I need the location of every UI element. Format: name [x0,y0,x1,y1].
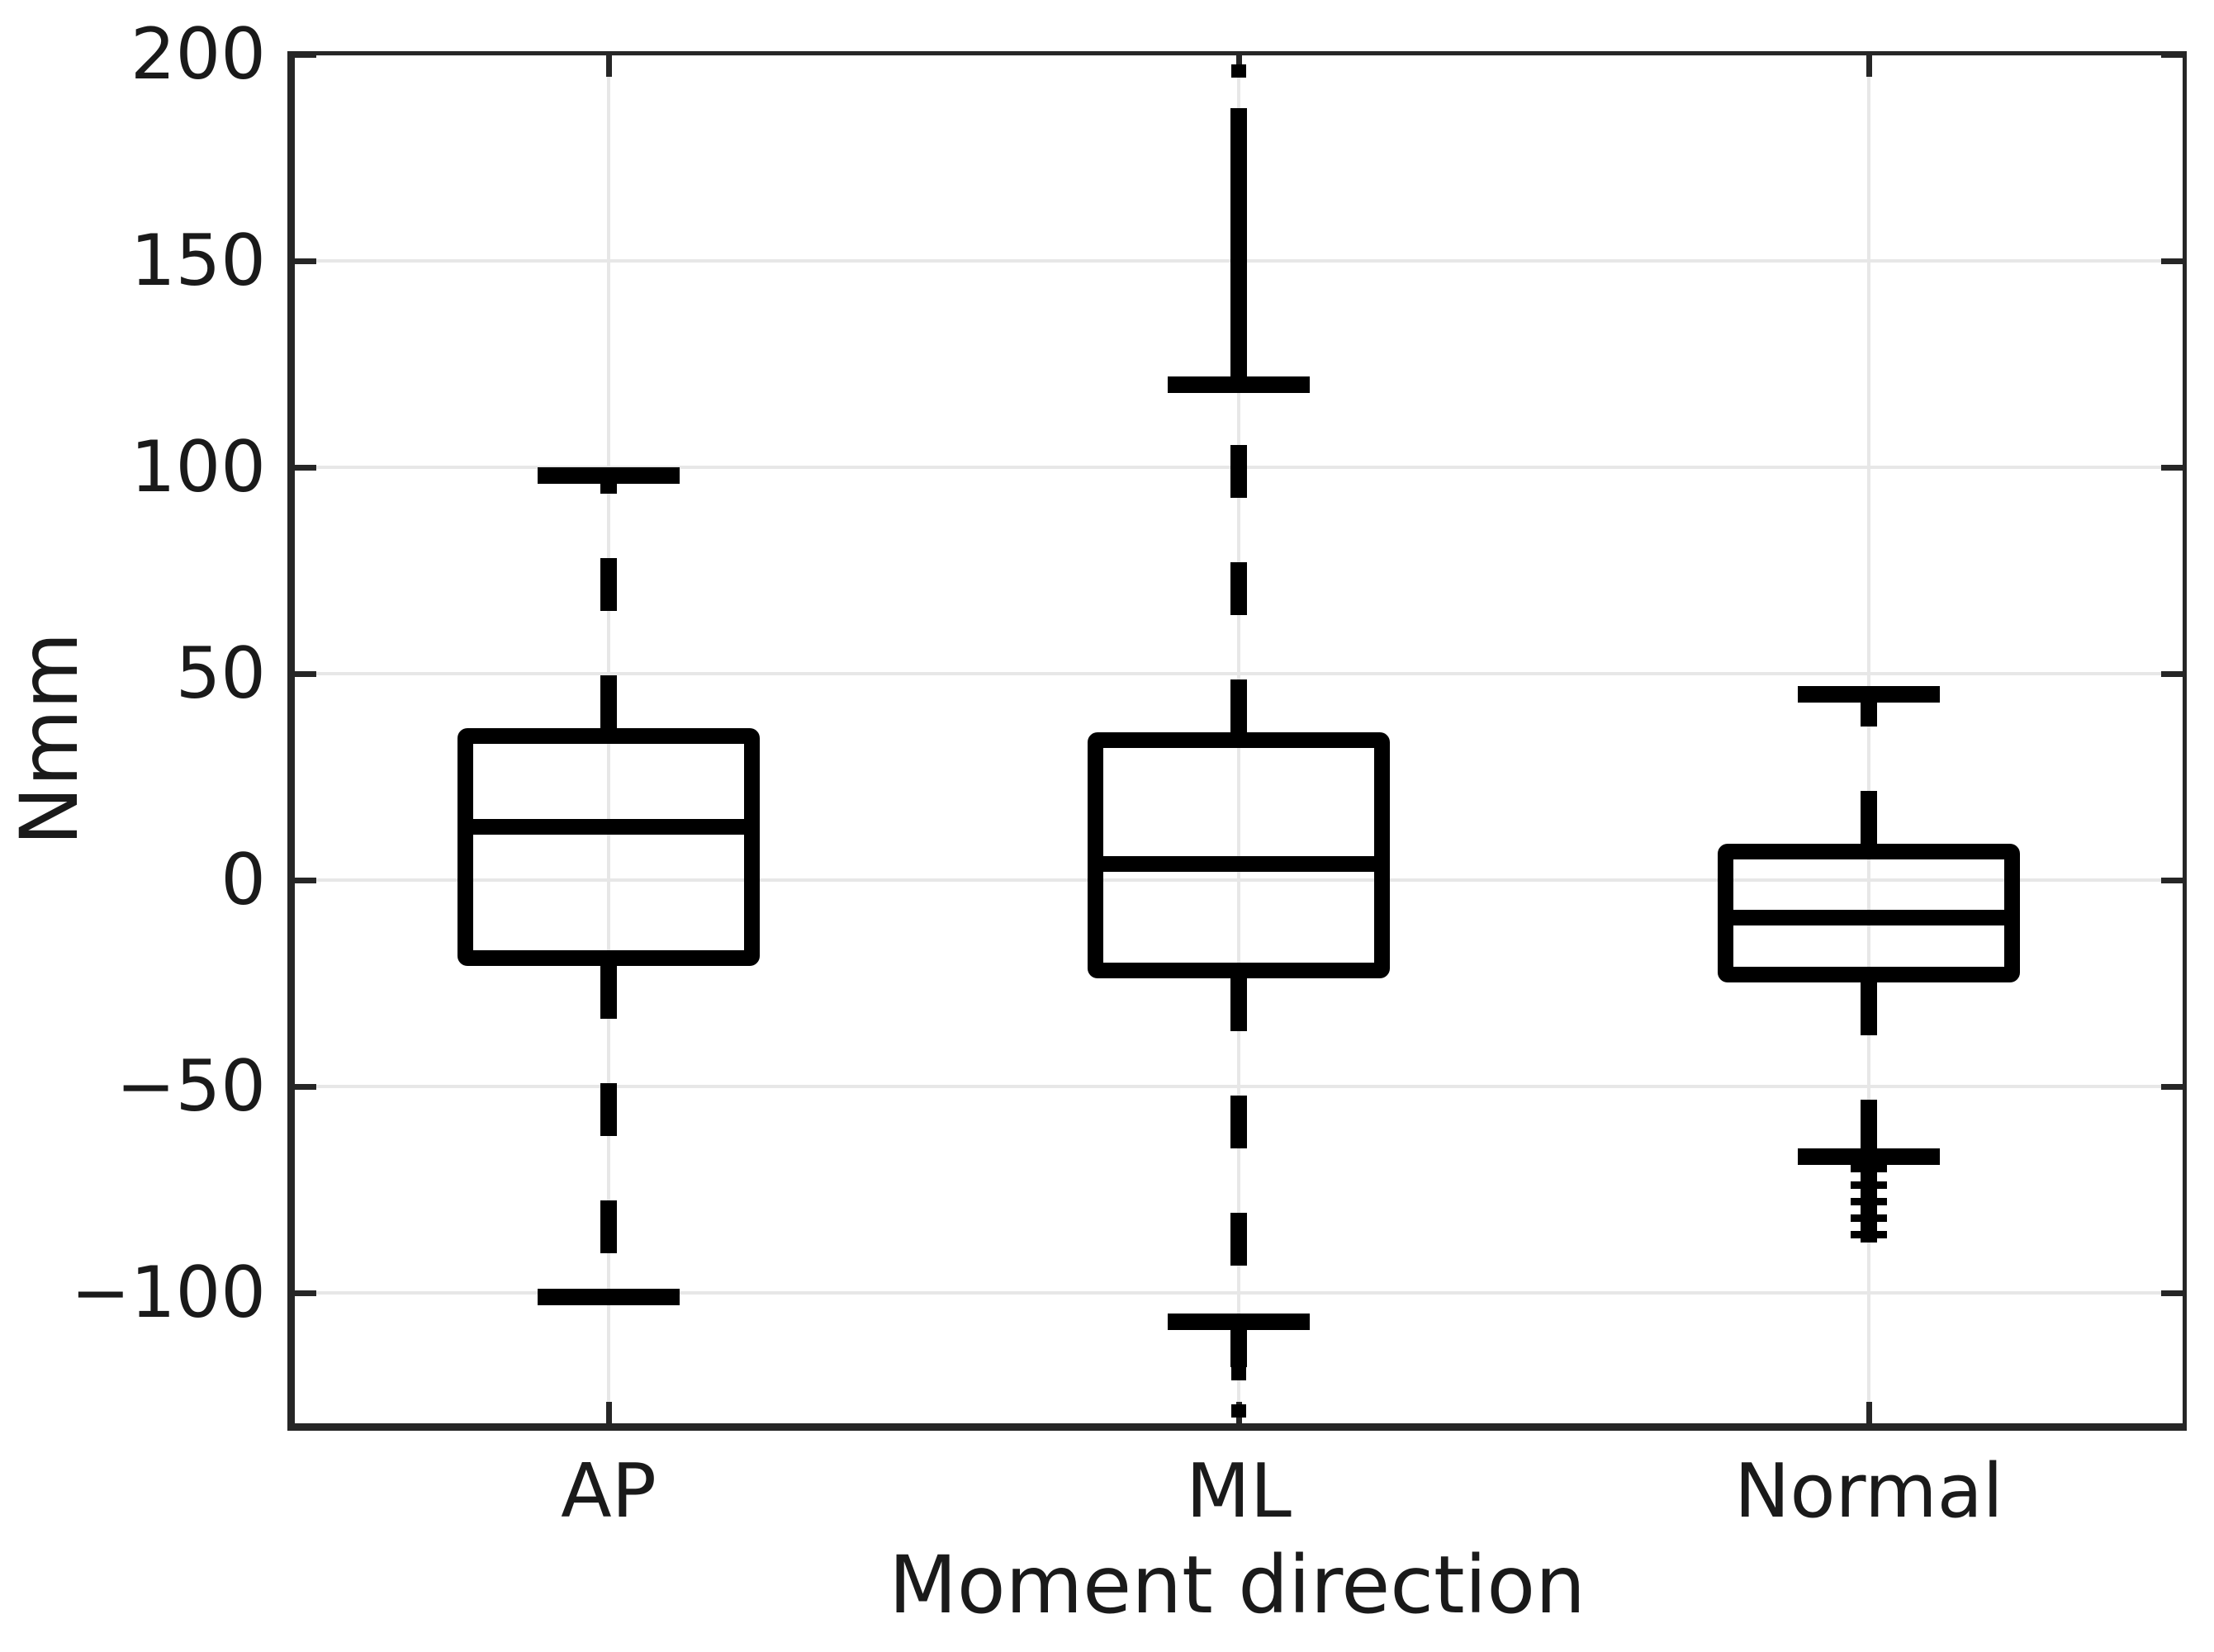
whisker-lower-ml [1230,978,1247,1314]
bottom-spine [287,1423,2187,1431]
y-tick-left [295,258,316,264]
outlier-marker-ml [1231,1366,1246,1380]
y-tick-right [2161,671,2183,677]
whisker-cap-upper-normal [1798,686,1940,703]
y-tick-left [295,1084,316,1090]
y-tick-label: 0 [220,839,266,921]
median-line-ap [472,819,746,835]
x-tick-label: ML [1186,1448,1292,1535]
box-normal [1718,844,2020,982]
y-tick-label: 150 [130,220,266,302]
whisker-upper-ap [600,484,617,728]
x-axis-label: Moment direction [889,1539,1586,1631]
x-tick-top [1866,55,1872,77]
median-line-ml [1102,856,1376,872]
whisker-cap-upper-ml [1168,376,1310,393]
outliers-high-ml [1230,108,1247,376]
y-tick-right [2161,1084,2183,1090]
y-tick-left [295,1290,316,1296]
outlier-marker-ml [1231,64,1246,78]
y-tick-right [2161,878,2183,883]
y-tick-left [295,671,316,677]
y-tick-label: −50 [116,1045,267,1128]
right-spine [2183,51,2187,1431]
y-tick-left [295,878,316,883]
outliers-low-ml [1230,1326,1247,1367]
y-tick-right [2161,1290,2183,1296]
x-tick-top [606,55,612,77]
whisker-lower-ap [600,966,617,1289]
whisker-lower-normal [1861,982,1877,1148]
y-tick-label: −100 [70,1252,266,1334]
y-tick-label: 100 [130,426,266,509]
box-ap [457,728,760,966]
whisker-cap-upper-ap [538,467,680,484]
box-ml [1088,732,1390,978]
y-tick-left [295,52,316,58]
x-tick-label: AP [561,1448,657,1535]
outlier-cluster-bar-normal [1861,1165,1877,1243]
y-tick-label: 200 [130,13,266,96]
x-tick-bottom [1866,1402,1872,1423]
y-tick-right [2161,52,2183,58]
median-line-normal [1732,910,2006,925]
whisker-upper-ml [1230,393,1247,732]
left-spine [287,51,295,1431]
top-spine [287,51,2187,55]
y-tick-right [2161,258,2183,264]
whisker-upper-normal [1861,703,1877,844]
whisker-cap-lower-ap [538,1289,680,1305]
x-tick-label: Normal [1734,1448,2003,1535]
outlier-marker-ml [1231,1403,1246,1418]
whisker-cap-lower-normal [1798,1148,1940,1165]
y-tick-right [2161,465,2183,471]
whisker-cap-lower-ml [1168,1314,1310,1330]
x-tick-bottom [606,1402,612,1423]
y-axis-label: Nmm [3,632,96,846]
y-tick-label: 50 [175,632,266,715]
y-tick-left [295,465,316,471]
